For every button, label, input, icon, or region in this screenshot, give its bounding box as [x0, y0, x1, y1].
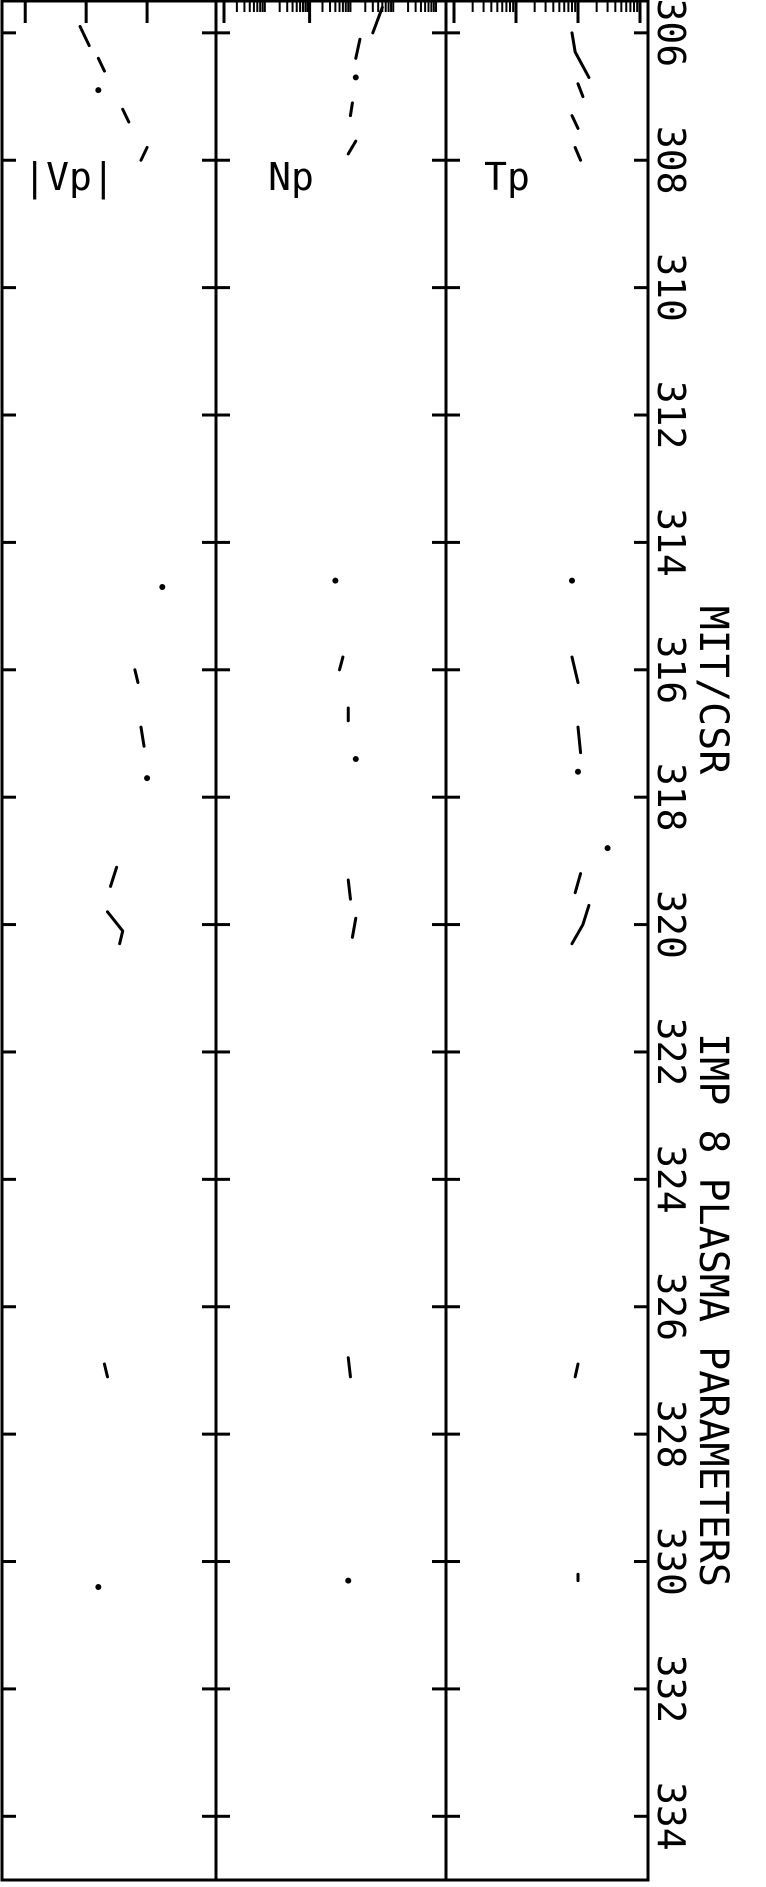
data-point — [144, 775, 150, 781]
x-tick-label: 332 — [649, 1655, 693, 1724]
panel-frame-1 — [446, 1, 648, 1880]
data-segment — [123, 109, 129, 122]
data-segment — [572, 905, 589, 943]
x-tick-label: 322 — [649, 1018, 693, 1087]
y-axis-ticks: 10⁶10⁵10⁴10³10⁰10⁻²600400200 — [0, 0, 651, 23]
x-tick-label: 330 — [649, 1527, 693, 1596]
data-segment — [348, 880, 350, 899]
title-right: IMP 8 PLASMA PARAMETERS — [690, 1033, 736, 1587]
data-segment — [350, 103, 352, 116]
data-segment — [352, 918, 355, 937]
data-point — [353, 74, 359, 80]
data-segment — [107, 912, 122, 944]
data-point — [605, 845, 611, 851]
panel-label: Np — [268, 155, 314, 199]
data-point — [159, 584, 165, 590]
data-segment — [572, 116, 578, 129]
title-left: MIT/CSR — [690, 606, 736, 775]
panel-labels: Tp Np |Vp| — [23, 155, 530, 200]
x-tick-label: 324 — [649, 1145, 693, 1214]
panel-frame-3 — [2, 1, 216, 1880]
data-segment — [575, 1364, 578, 1377]
x-tick-label: 306 — [649, 0, 693, 67]
data-segment — [575, 147, 580, 160]
panel-frame-2 — [216, 1, 446, 1880]
data-point — [332, 578, 338, 584]
x-tick-label: 334 — [649, 1782, 693, 1851]
x-tick-label: 320 — [649, 890, 693, 959]
panel-label: |Vp| — [23, 155, 115, 200]
data-segment — [104, 1364, 107, 1377]
data-segment — [572, 33, 589, 78]
x-axis-ticks: 306 308 310 312 314 316 318 320 322 324 326 328 330 3… — [2, 0, 693, 1851]
data-segment — [141, 147, 147, 160]
data-segment — [98, 58, 104, 71]
x-tick-label: 318 — [649, 763, 693, 832]
data-segment — [578, 727, 581, 752]
data-segment — [141, 727, 144, 746]
data-segment — [348, 141, 356, 154]
x-tick-label: 328 — [649, 1400, 693, 1469]
data-segment — [348, 1358, 350, 1377]
x-tick-label: 316 — [649, 635, 693, 704]
data-segment — [356, 39, 360, 58]
x-tick-label: 326 — [649, 1272, 693, 1341]
data-point — [345, 1578, 351, 1584]
data-segment — [135, 670, 138, 683]
data-segment — [575, 874, 580, 893]
data-segment — [572, 657, 578, 682]
data-segment — [80, 26, 89, 45]
data-point — [575, 769, 581, 775]
panel-label: Tp — [484, 155, 530, 199]
panel-frames — [2, 1, 648, 1880]
data-segment — [340, 657, 343, 670]
data-point — [95, 1584, 101, 1590]
data-point — [353, 756, 359, 762]
data-series — [80, 7, 611, 1590]
x-tick-label: 314 — [649, 508, 693, 577]
data-segment — [578, 84, 583, 97]
data-point — [569, 578, 575, 584]
data-point — [95, 87, 101, 93]
x-tick-label: 308 — [649, 126, 693, 195]
data-segment — [111, 867, 117, 886]
x-tick-label: 310 — [649, 253, 693, 322]
x-tick-label: 312 — [649, 381, 693, 450]
